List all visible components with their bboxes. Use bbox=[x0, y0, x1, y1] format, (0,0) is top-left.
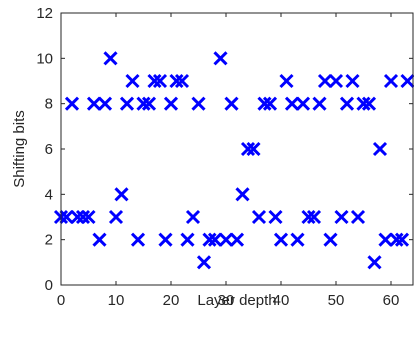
data-point bbox=[130, 232, 146, 247]
x-tick-label: 60 bbox=[383, 292, 400, 309]
data-point bbox=[389, 232, 404, 247]
data-point bbox=[367, 255, 382, 270]
data-point bbox=[141, 96, 157, 111]
data-point bbox=[323, 232, 338, 247]
data-point bbox=[273, 232, 289, 247]
data-point bbox=[339, 96, 355, 111]
data-point bbox=[97, 96, 113, 111]
data-point bbox=[70, 209, 85, 225]
data-point bbox=[334, 209, 349, 225]
data-point bbox=[75, 209, 91, 225]
x-tick-label: 20 bbox=[163, 292, 180, 309]
data-point bbox=[114, 187, 129, 202]
data-point bbox=[81, 209, 96, 225]
data-point bbox=[180, 232, 195, 247]
data-point bbox=[378, 232, 393, 247]
data-point bbox=[350, 209, 366, 225]
data-point bbox=[317, 73, 333, 89]
data-point bbox=[185, 209, 201, 225]
data-point bbox=[240, 141, 256, 157]
data-point bbox=[372, 141, 388, 157]
data-point bbox=[257, 96, 272, 111]
y-tick-label: 0 bbox=[45, 277, 53, 294]
data-point bbox=[312, 96, 327, 111]
data-point bbox=[268, 209, 283, 225]
data-point bbox=[394, 232, 410, 247]
data-point bbox=[125, 73, 140, 89]
data-point bbox=[86, 96, 102, 111]
data-point bbox=[207, 232, 223, 247]
data-point bbox=[174, 73, 190, 89]
data-point bbox=[361, 96, 377, 111]
data-point bbox=[147, 73, 162, 89]
x-axis: 0 10 20 30 40 50 60 bbox=[57, 13, 400, 309]
data-points bbox=[53, 51, 414, 270]
data-point bbox=[196, 255, 212, 270]
data-point bbox=[229, 232, 245, 247]
y-tick-label: 10 bbox=[36, 50, 53, 67]
data-point bbox=[400, 73, 414, 89]
data-point bbox=[295, 96, 311, 111]
data-point bbox=[202, 232, 217, 247]
data-point bbox=[169, 73, 184, 89]
y-tick-label: 4 bbox=[45, 186, 53, 203]
x-tick-label: 10 bbox=[108, 292, 125, 309]
x-tick-label: 50 bbox=[328, 292, 345, 309]
data-point bbox=[290, 232, 305, 247]
data-point bbox=[284, 96, 300, 111]
y-axis-title: Shifting bits bbox=[11, 110, 28, 188]
data-point bbox=[119, 96, 135, 111]
data-point bbox=[64, 96, 80, 111]
data-point bbox=[306, 209, 322, 225]
data-point bbox=[235, 187, 250, 202]
data-point bbox=[279, 73, 294, 89]
data-point bbox=[213, 51, 228, 66]
data-point bbox=[301, 209, 316, 225]
data-point bbox=[103, 51, 118, 66]
data-point bbox=[191, 96, 206, 111]
y-tick-label: 6 bbox=[45, 141, 53, 158]
data-point bbox=[136, 96, 151, 111]
data-point bbox=[356, 96, 371, 111]
data-point bbox=[152, 73, 168, 89]
y-tick-label: 8 bbox=[45, 96, 53, 113]
data-point bbox=[262, 96, 278, 111]
data-point bbox=[108, 209, 124, 225]
x-tick-label: 30 bbox=[218, 292, 235, 309]
data-point bbox=[59, 209, 74, 225]
data-point bbox=[158, 232, 173, 247]
data-point bbox=[218, 232, 234, 247]
y-tick-label: 2 bbox=[45, 232, 53, 249]
x-tick-label: 40 bbox=[273, 292, 290, 309]
y-tick-label: 12 bbox=[36, 5, 53, 22]
data-point bbox=[92, 232, 107, 247]
x-axis-title: Layer depth bbox=[197, 292, 276, 309]
data-point bbox=[163, 96, 179, 111]
y-axis: 0 2 4 6 8 10 12 bbox=[36, 5, 413, 294]
data-point bbox=[345, 73, 360, 89]
data-point bbox=[383, 73, 399, 89]
data-point bbox=[246, 141, 261, 157]
data-point bbox=[224, 96, 239, 111]
x-tick-label: 0 bbox=[57, 292, 65, 309]
data-point bbox=[251, 209, 267, 225]
data-point bbox=[328, 73, 344, 89]
